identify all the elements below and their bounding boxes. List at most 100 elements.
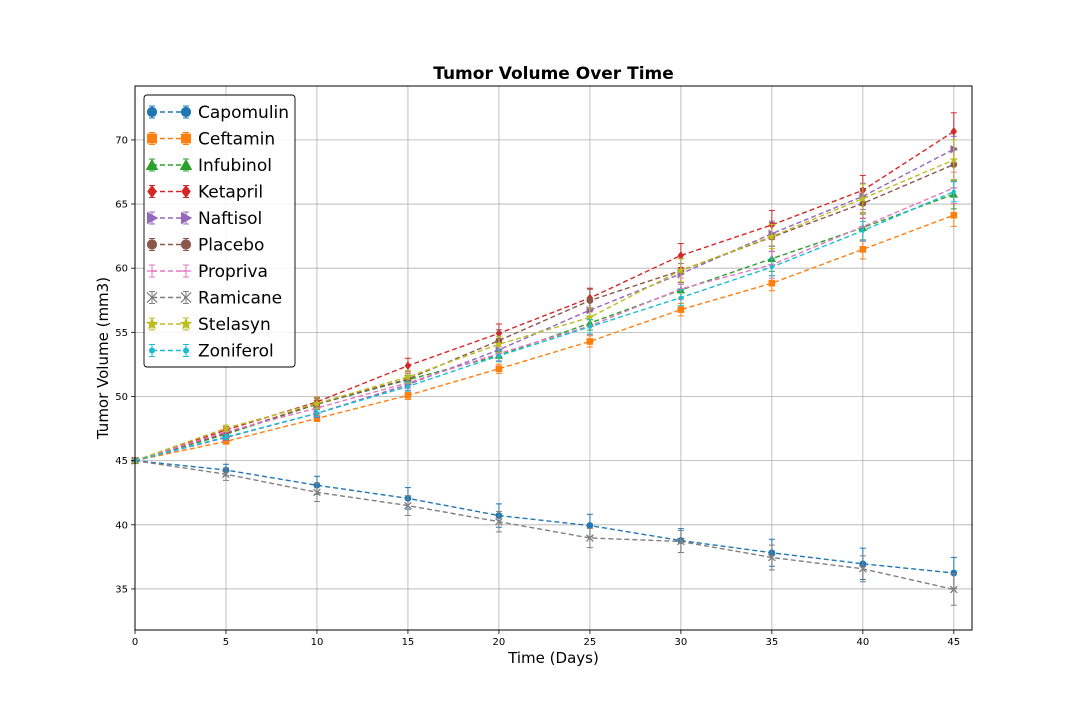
legend-entry-propriva: Propriva (146, 262, 268, 282)
data-point (859, 246, 867, 253)
data-point (678, 295, 683, 300)
data-point (313, 415, 321, 422)
data-point (586, 534, 594, 542)
series-line (134, 191, 955, 462)
data-point (180, 239, 192, 250)
data-point (179, 158, 193, 171)
data-point (146, 211, 159, 225)
x-tick-label: 45 (947, 637, 960, 648)
data-point (768, 279, 776, 287)
legend: Capomulin Ceftamin Infubinol Ketapril Naftis… (143, 94, 296, 368)
legend-box (143, 94, 296, 368)
legend-label: Zoniferol (198, 342, 274, 362)
data-point (858, 564, 867, 573)
y-tick-label: 50 (115, 392, 128, 403)
data-point (314, 411, 319, 416)
data-point (222, 470, 230, 479)
axis-ticks: 0 5 10 15 20 25 30 35 40 45 35 40 45 50 55 60 65 70 (115, 135, 960, 648)
data-point (146, 106, 158, 118)
y-tick-label: 45 (115, 456, 128, 467)
series-line (134, 214, 955, 462)
data-point (180, 291, 192, 304)
x-tick-label: 0 (132, 637, 138, 648)
data-point (860, 228, 865, 233)
x-tick-label: 35 (765, 637, 778, 648)
y-tick-label: 60 (115, 264, 128, 275)
legend-label: Propriva (198, 262, 268, 282)
y-tick-label: 40 (115, 520, 128, 531)
data-point (147, 184, 157, 199)
data-point (677, 537, 685, 546)
data-point (222, 438, 230, 445)
legend-label: Stelasyn (198, 315, 271, 335)
x-tick-label: 10 (311, 637, 324, 648)
x-axis-label: Time (Days) (507, 649, 599, 667)
series-line (134, 459, 954, 591)
legend-entry-ketapril: Ketapril (147, 183, 263, 203)
legend-entry-infubinol: Infubinol (145, 156, 272, 176)
data-point (586, 522, 594, 529)
x-tick-label: 20 (493, 637, 506, 648)
data-point (677, 251, 685, 260)
data-point (767, 232, 777, 241)
series-line (134, 187, 955, 462)
data-point (495, 365, 503, 373)
data-point (313, 488, 321, 497)
data-point (586, 297, 594, 304)
data-point (146, 291, 158, 304)
legend-label: Ramicane (198, 289, 282, 309)
series-layer (130, 112, 959, 606)
data-point (179, 317, 193, 330)
data-point (180, 106, 192, 118)
data-point (312, 399, 322, 407)
y-tick-label: 65 (115, 200, 128, 211)
legend-entry-zoniferol: Zoniferol (149, 342, 274, 362)
data-point (494, 339, 504, 348)
legend-label: Ketapril (198, 183, 263, 203)
data-point (223, 434, 228, 439)
data-point (950, 211, 958, 219)
data-point (180, 211, 193, 225)
x-tick-label: 5 (223, 637, 229, 648)
data-point (496, 353, 501, 358)
data-point (677, 306, 685, 313)
y-axis-label: Tumor Volume (mm3) (94, 277, 112, 440)
y-tick-label: 35 (115, 584, 128, 595)
chart-title: Tumor Volume Over Time (433, 64, 674, 84)
data-point (181, 184, 191, 199)
data-point (950, 569, 958, 577)
data-point (146, 239, 158, 250)
series-ramicane (131, 456, 958, 606)
data-point (145, 158, 159, 171)
data-point (858, 194, 868, 203)
data-point (586, 338, 594, 345)
legend-entry-stelasyn: Stelasyn (145, 315, 271, 335)
legend-label: Naftisol (198, 209, 262, 229)
data-point (403, 372, 413, 381)
x-tick-label: 25 (584, 637, 597, 648)
data-point (181, 133, 191, 144)
data-point (221, 423, 231, 432)
legend-label: Ceftamin (198, 130, 275, 150)
data-point (404, 392, 412, 399)
data-point (404, 361, 412, 371)
data-point (147, 133, 157, 144)
data-point (676, 265, 686, 274)
data-point (587, 324, 592, 329)
legend-entry-placebo: Placebo (146, 236, 264, 256)
data-point (949, 585, 958, 594)
y-tick-label: 70 (115, 135, 128, 146)
data-point (949, 155, 958, 164)
legend-label: Infubinol (198, 156, 272, 176)
data-point (145, 317, 159, 330)
legend-entry-capomulin: Capomulin (146, 103, 289, 123)
data-point (405, 384, 410, 389)
series-zoniferol (133, 181, 957, 463)
data-point (769, 265, 774, 270)
data-point (404, 501, 412, 510)
data-point (183, 347, 189, 354)
data-point (951, 189, 956, 194)
legend-label: Capomulin (198, 103, 289, 123)
legend-entry-ceftamin: Ceftamin (147, 130, 275, 150)
